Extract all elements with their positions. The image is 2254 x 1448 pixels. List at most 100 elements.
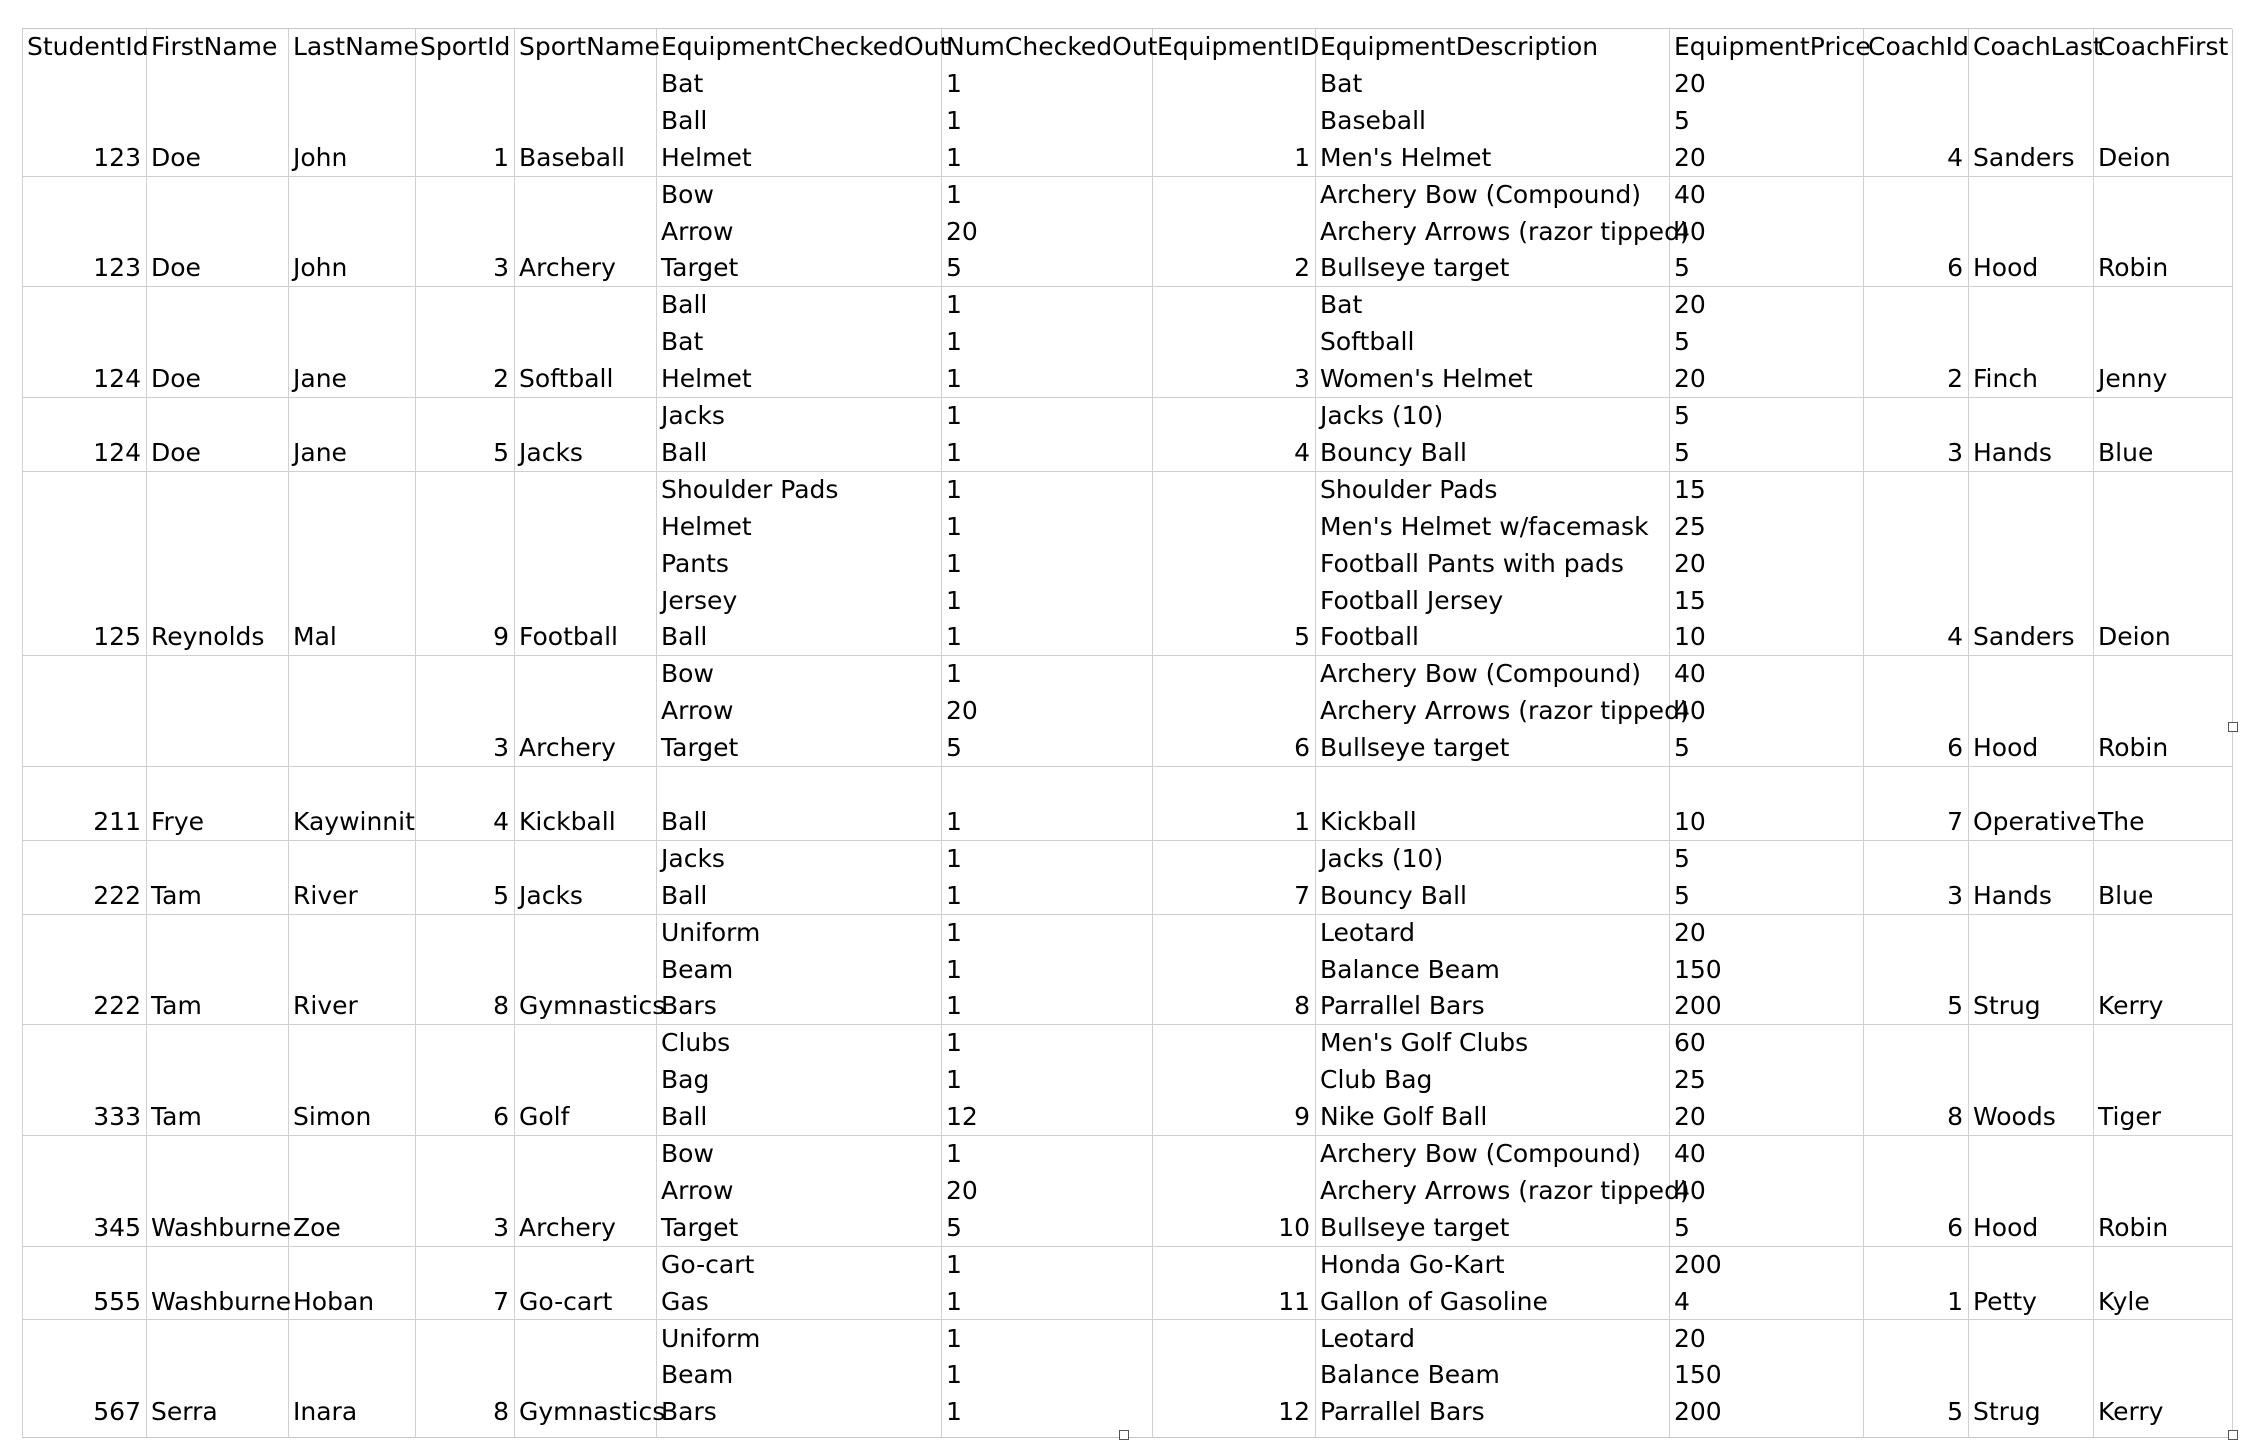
cell-sport-name[interactable] <box>514 1025 656 1062</box>
cell-coach-last[interactable] <box>1968 583 2093 620</box>
cell-coach-first[interactable]: Robin <box>2098 253 2169 283</box>
cell-equipment-price[interactable]: 40 <box>1674 1139 1706 1168</box>
cell-sport-id[interactable] <box>415 546 514 583</box>
cell-equipment-checked-out[interactable]: Bat <box>661 68 704 98</box>
cell-equipment-checked-out[interactable]: Bars <box>661 991 717 1021</box>
cell-equipment-id[interactable]: 4 <box>1294 437 1310 467</box>
cell-equipment-id[interactable] <box>1152 1062 1315 1099</box>
cell-equipment-price[interactable]: 200 <box>1674 1249 1722 1279</box>
cell-equipment-description[interactable]: Jacks (10) <box>1320 843 1444 873</box>
cell-num-checked-out[interactable]: 1 <box>946 806 962 836</box>
header-cell-student-id[interactable]: StudentId <box>27 32 149 61</box>
cell-equipment-price[interactable]: 5 <box>1674 105 1690 135</box>
cell-coach-id[interactable] <box>1863 324 1968 361</box>
cell-student-id[interactable] <box>22 1173 146 1210</box>
cell-equipment-price[interactable]: 5 <box>1674 401 1690 430</box>
cell-sport-id[interactable] <box>415 1136 514 1173</box>
cell-equipment-checked-out[interactable]: Go-cart <box>661 1249 755 1279</box>
cell-equipment-price[interactable]: 5 <box>1674 1212 1690 1242</box>
cell-sport-name[interactable] <box>514 214 656 251</box>
cell-sport-name[interactable]: Archery <box>519 1212 616 1242</box>
cell-last-name[interactable] <box>288 1025 415 1062</box>
cell-equipment-checked-out[interactable]: Gas <box>661 1286 709 1316</box>
cell-first-name[interactable] <box>146 1025 288 1062</box>
cell-sport-id[interactable] <box>415 767 514 804</box>
cell-equipment-price[interactable] <box>1669 767 1863 804</box>
cell-coach-id[interactable] <box>1863 1321 1968 1358</box>
cell-equipment-checked-out[interactable]: Beam <box>661 1360 734 1390</box>
cell-first-name[interactable] <box>146 472 288 509</box>
cell-coach-first[interactable] <box>2093 1136 2232 1173</box>
cell-student-id[interactable]: 222 <box>93 880 141 910</box>
cell-equipment-description[interactable]: Nike Golf Ball <box>1320 1102 1488 1132</box>
cell-equipment-id[interactable]: 11 <box>1278 1286 1310 1316</box>
cell-first-name[interactable] <box>146 1247 288 1284</box>
cell-first-name[interactable] <box>146 952 288 989</box>
cell-equipment-id[interactable] <box>1152 398 1315 435</box>
cell-sport-name[interactable] <box>514 66 656 103</box>
cell-num-checked-out[interactable]: 1 <box>946 179 962 209</box>
cell-last-name[interactable] <box>288 730 415 767</box>
cell-last-name[interactable]: Jane <box>293 364 347 394</box>
cell-num-checked-out[interactable]: 1 <box>946 1249 962 1279</box>
cell-equipment-description[interactable] <box>1315 767 1669 804</box>
cell-coach-last[interactable] <box>1968 509 2093 546</box>
cell-student-id[interactable] <box>22 177 146 214</box>
cell-equipment-price[interactable]: 15 <box>1674 585 1706 615</box>
cell-sport-id[interactable] <box>415 1247 514 1284</box>
cell-coach-id[interactable] <box>1863 1173 1968 1210</box>
cell-coach-last[interactable]: Petty <box>1973 1286 2037 1316</box>
cell-coach-id[interactable] <box>1863 472 1968 509</box>
cell-coach-id[interactable]: 5 <box>1947 1397 1963 1427</box>
cell-first-name[interactable] <box>146 693 288 730</box>
cell-coach-first[interactable]: Deion <box>2098 622 2171 652</box>
cell-num-checked-out[interactable]: 20 <box>946 216 978 246</box>
cell-coach-last[interactable] <box>1968 287 2093 324</box>
cell-equipment-checked-out[interactable]: Ball <box>661 622 708 652</box>
cell-equipment-checked-out[interactable]: Arrow <box>661 1175 734 1205</box>
cell-equipment-checked-out[interactable]: Bow <box>661 659 714 689</box>
cell-equipment-checked-out[interactable]: Target <box>661 253 739 283</box>
cell-sport-id[interactable]: 8 <box>493 1397 509 1427</box>
cell-equipment-description[interactable]: Bouncy Ball <box>1320 437 1467 467</box>
cell-first-name[interactable] <box>146 509 288 546</box>
cell-last-name[interactable]: Zoe <box>293 1212 341 1242</box>
cell-equipment-price[interactable]: 25 <box>1674 1065 1706 1095</box>
cell-student-id[interactable] <box>22 1062 146 1099</box>
cell-coach-last[interactable]: Hands <box>1973 437 2052 467</box>
cell-sport-id[interactable] <box>415 177 514 214</box>
cell-last-name[interactable] <box>288 103 415 140</box>
cell-equipment-description[interactable]: Archery Bow (Compound) <box>1320 659 1641 689</box>
cell-equipment-checked-out[interactable]: Jersey <box>661 585 738 615</box>
cell-coach-id[interactable] <box>1863 66 1968 103</box>
header-cell-coach-first[interactable]: CoachFirst <box>2098 32 2229 61</box>
cell-sport-name[interactable] <box>514 841 656 878</box>
cell-sport-name[interactable] <box>514 1247 656 1284</box>
cell-coach-id[interactable] <box>1863 177 1968 214</box>
cell-last-name[interactable] <box>288 583 415 620</box>
cell-num-checked-out[interactable]: 1 <box>946 1397 962 1427</box>
cell-num-checked-out[interactable]: 1 <box>946 142 962 172</box>
cell-sport-name[interactable] <box>514 177 656 214</box>
cell-coach-first[interactable]: Blue <box>2098 437 2154 467</box>
cell-student-id[interactable] <box>22 952 146 989</box>
cell-last-name[interactable]: Simon <box>293 1102 372 1132</box>
cell-coach-first[interactable] <box>2093 103 2232 140</box>
cell-last-name[interactable]: Mal <box>293 622 337 652</box>
cell-sport-name[interactable]: Baseball <box>519 142 625 172</box>
cell-num-checked-out[interactable]: 1 <box>946 327 962 357</box>
cell-first-name[interactable]: Tam <box>151 1102 202 1132</box>
cell-coach-id[interactable] <box>1863 1247 1968 1284</box>
cell-num-checked-out[interactable]: 1 <box>946 1139 962 1168</box>
cell-coach-first[interactable]: Kerry <box>2098 991 2164 1021</box>
cell-equipment-id[interactable] <box>1152 472 1315 509</box>
cell-equipment-description[interactable]: Archery Bow (Compound) <box>1320 179 1641 209</box>
cell-coach-first[interactable] <box>2093 324 2232 361</box>
cell-num-checked-out[interactable]: 1 <box>946 437 962 467</box>
header-cell-coach-id[interactable]: CoachId <box>1868 32 1969 61</box>
cell-coach-first[interactable] <box>2093 656 2232 693</box>
cell-equipment-description[interactable]: Bat <box>1320 290 1363 320</box>
cell-equipment-checked-out[interactable]: Uniform <box>661 917 761 947</box>
cell-equipment-checked-out[interactable]: Bow <box>661 179 714 209</box>
cell-sport-id[interactable] <box>415 1062 514 1099</box>
